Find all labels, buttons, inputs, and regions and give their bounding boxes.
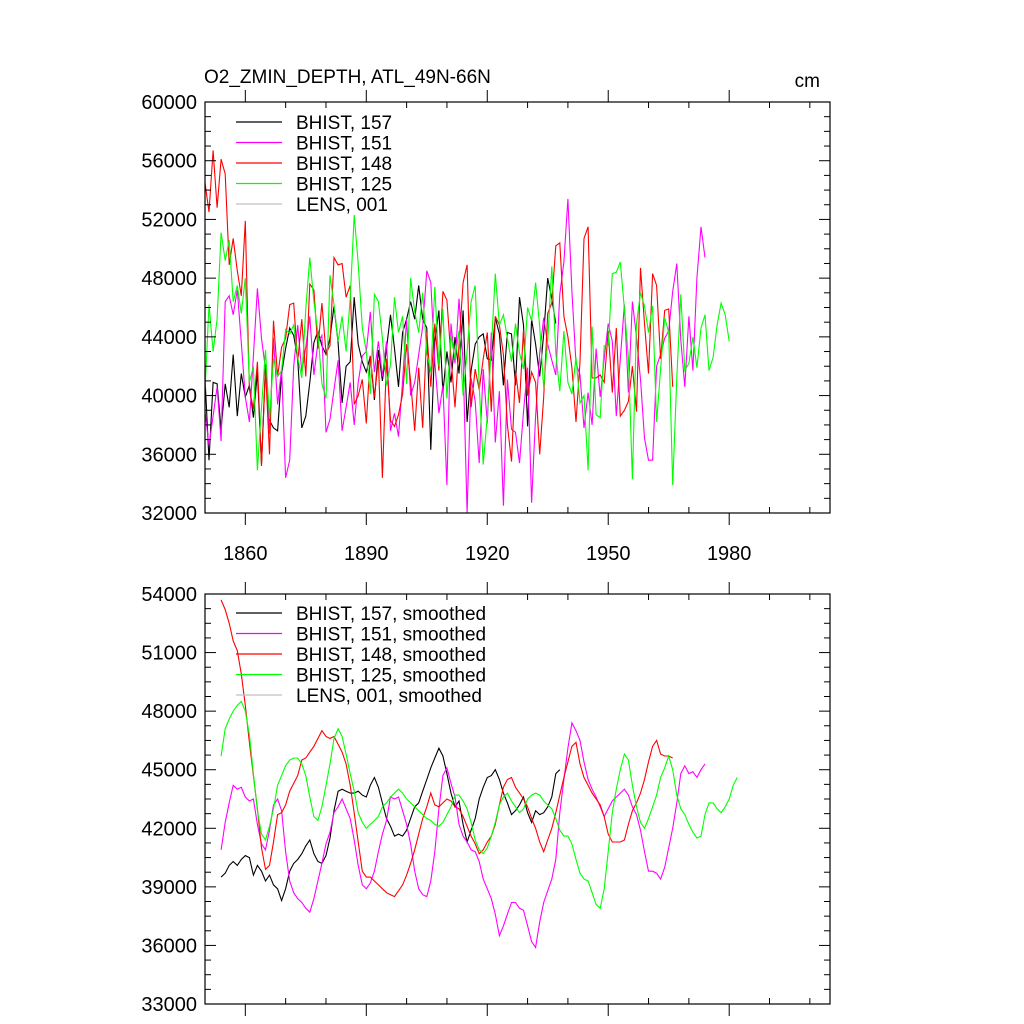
y-tick-label: 32000 <box>141 503 197 525</box>
y-tick-label: 36000 <box>141 444 197 466</box>
legend-label: LENS, 001, smoothed <box>296 686 482 707</box>
y-tick-label: 36000 <box>141 935 197 957</box>
x-tick-label: 1920 <box>465 543 510 565</box>
legend-label: BHIST, 148 <box>296 154 392 175</box>
legend-label: BHIST, 148, smoothed <box>296 645 486 666</box>
y-tick-label: 56000 <box>141 151 197 173</box>
series-line-1-2 <box>220 599 673 898</box>
y-tick-label: 52000 <box>141 209 197 231</box>
series-line-1-1 <box>220 721 706 949</box>
top-panel: 32000 36000 40000 44000 48000 52000 56000 60000… <box>141 90 831 565</box>
legend-label: BHIST, 151 <box>296 134 392 155</box>
legend-label: BHIST, 125, smoothed <box>296 666 486 687</box>
legend-label: LENS, 001 <box>296 195 388 216</box>
legend-label: BHIST, 157, smoothed <box>296 604 486 625</box>
y-tick-label: 33000 <box>141 994 197 1016</box>
series-line-0-1 <box>204 198 706 514</box>
x-tick-label: 1860 <box>223 543 268 565</box>
y-tick-label: 42000 <box>141 818 197 840</box>
series-line-1-3 <box>220 700 738 910</box>
chart-title: O2_ZMIN_DEPTH, ATL_49N-66N <box>204 67 491 88</box>
y-tick-label: 44000 <box>141 327 197 349</box>
y-tick-label: 54000 <box>141 584 197 606</box>
legend-label: BHIST, 157 <box>296 113 392 134</box>
x-tick-label: 1890 <box>344 543 389 565</box>
series-line-0-3 <box>204 214 730 486</box>
series-line-1-0 <box>220 746 561 903</box>
legend-label: BHIST, 151, smoothed <box>296 625 486 646</box>
units-label: cm <box>795 71 820 92</box>
y-tick-label: 60000 <box>141 92 197 114</box>
y-tick-label: 45000 <box>141 760 197 782</box>
y-tick-label: 51000 <box>141 643 197 665</box>
bottom-panel: 33000 36000 39000 42000 45000 48000 51000 54000… <box>141 582 831 1016</box>
y-tick-label: 48000 <box>141 268 197 290</box>
y-tick-label: 40000 <box>141 386 197 408</box>
y-tick-label: 48000 <box>141 701 197 723</box>
y-tick-label: 39000 <box>141 877 197 899</box>
x-tick-label: 1950 <box>586 543 631 565</box>
legend-label: BHIST, 125 <box>296 175 392 196</box>
x-tick-label: 1980 <box>707 543 752 565</box>
